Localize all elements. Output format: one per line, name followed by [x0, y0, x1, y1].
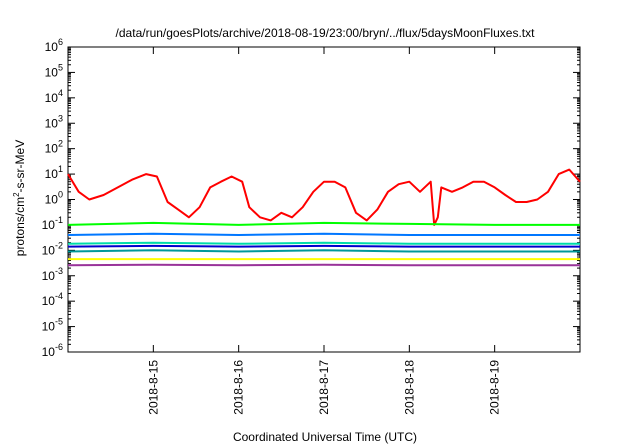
y-tick-label: 10-6	[42, 342, 63, 359]
y-tick-label: 105	[45, 62, 63, 79]
chart-title: /data/run/goesPlots/archive/2018-08-19/2…	[116, 26, 536, 40]
series-line-6	[67, 249, 580, 253]
y-axis-label-prefix: protons/cm	[13, 197, 27, 256]
y-tick-label-base: 10	[45, 193, 59, 207]
y-axis-label-suffix: -s-sr-MeV	[13, 140, 27, 193]
y-tick-label: 10-3	[42, 266, 63, 283]
y-axis-label: protons/cm2-s-sr-MeV	[12, 140, 27, 256]
y-tick-label-base: 10	[42, 243, 56, 257]
y-tick-label: 10-2	[42, 240, 63, 257]
series-line-2	[67, 221, 580, 226]
series-line-5	[67, 244, 580, 248]
y-tick-label-base: 10	[45, 40, 59, 54]
y-tick-label: 100	[45, 190, 63, 207]
y-tick-label-base: 10	[45, 116, 59, 130]
x-tick-label: 2018-8-15	[146, 360, 160, 415]
y-tick-label-exp: 4	[58, 88, 63, 98]
y-tick-label-base: 10	[42, 269, 56, 283]
x-tick-label: 2018-8-16	[232, 360, 246, 415]
series-line-3	[67, 232, 580, 236]
y-tick-label-base: 10	[45, 167, 59, 181]
y-tick-label-base: 10	[45, 142, 59, 156]
y-tick-label-exp: 6	[58, 37, 63, 47]
y-tick-label-base: 10	[42, 345, 56, 359]
series-line-1	[67, 168, 581, 226]
plot-frame	[67, 46, 581, 353]
y-tick-label: 10-4	[42, 291, 63, 308]
y-axis-label-sup: 2	[12, 192, 21, 197]
y-tick-label: 10-1	[42, 215, 63, 232]
y-tick-label-exp: -5	[55, 317, 63, 327]
y-tick-label-exp: 3	[58, 113, 63, 123]
y-tick-label-base: 10	[42, 294, 56, 308]
y-tick-label-base: 10	[42, 218, 56, 232]
y-tick-label-exp: -6	[55, 342, 63, 352]
plot-area: 10-610-510-410-310-210-11001011021031041…	[42, 37, 581, 415]
y-tick-label-exp: -1	[55, 215, 63, 225]
y-tick-label: 101	[45, 164, 63, 181]
y-tick-label-exp: 2	[58, 139, 63, 149]
x-axis-label: Coordinated Universal Time (UTC)	[233, 430, 417, 444]
x-tick-label: 2018-8-17	[317, 360, 331, 415]
series-line-4	[67, 241, 580, 245]
y-tick-label-exp: 1	[58, 164, 63, 174]
x-tick-label: 2018-8-18	[402, 360, 416, 415]
y-tick-label-base: 10	[45, 65, 59, 79]
y-tick-label-exp: -2	[55, 240, 63, 250]
y-tick-label-base: 10	[42, 320, 56, 334]
y-tick-label: 103	[45, 113, 63, 130]
y-tick-label-exp: 0	[58, 190, 63, 200]
y-tick-label-exp: -3	[55, 266, 63, 276]
y-tick-label: 10-5	[42, 317, 63, 334]
y-tick-label: 104	[45, 88, 63, 105]
y-tick-label: 102	[45, 139, 63, 156]
x-tick-label: 2018-8-19	[488, 360, 502, 415]
y-tick-label-exp: -4	[55, 291, 63, 301]
y-tick-label-exp: 5	[58, 62, 63, 72]
y-tick-label-base: 10	[45, 91, 59, 105]
y-tick-label: 106	[45, 37, 63, 54]
